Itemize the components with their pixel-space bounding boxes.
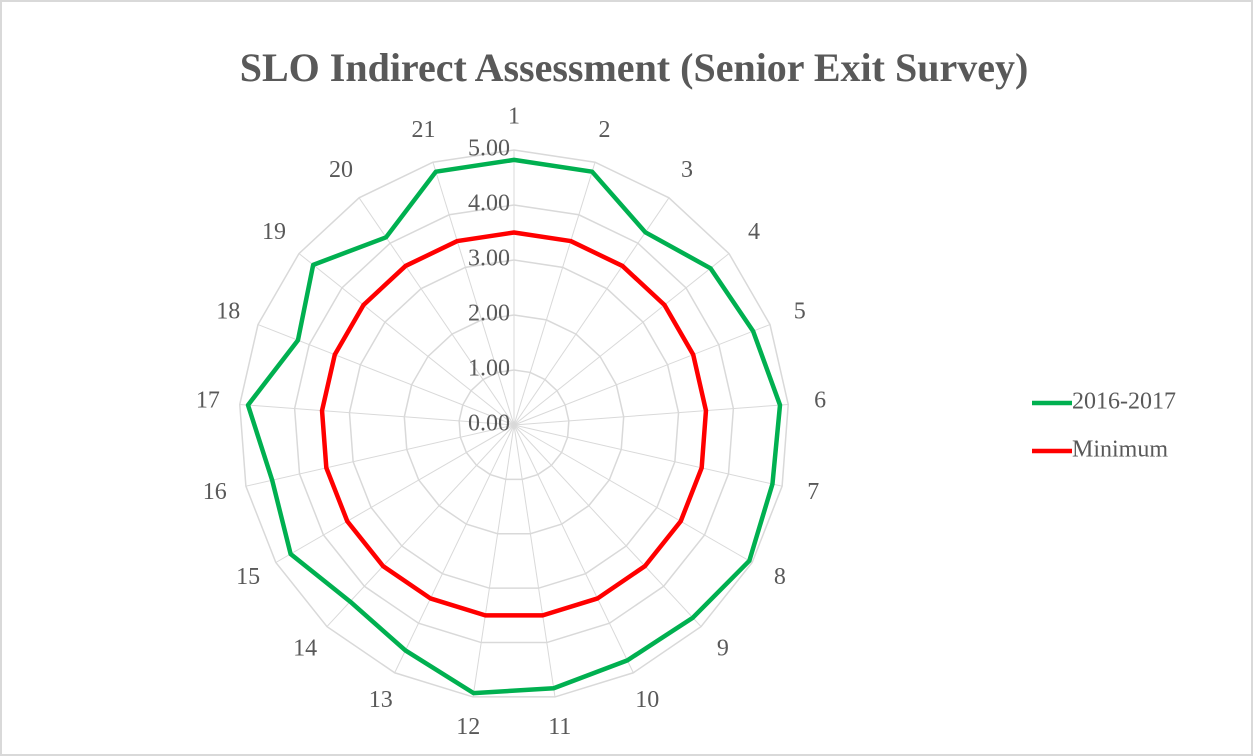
spoke (513, 197, 670, 426)
axis-label: 9 (717, 636, 729, 662)
axis-label: 2 (598, 117, 610, 143)
series-line (245, 157, 783, 696)
spoke (275, 424, 515, 563)
spoke (513, 403, 789, 426)
spoke (298, 253, 515, 426)
legend-label: Minimum (1072, 437, 1168, 463)
spoke (513, 424, 634, 673)
axis-label: 4 (748, 219, 760, 245)
legend-label: 2016-2017 (1072, 389, 1176, 415)
r-tick-label: 4.00 (468, 191, 510, 217)
spoke (513, 424, 556, 698)
spoke (513, 324, 771, 426)
grid-ring (458, 369, 570, 481)
grid-ring (293, 204, 735, 644)
axis-label: 1 (508, 104, 520, 130)
spoke (513, 162, 596, 426)
spoke (245, 424, 515, 487)
axis-label: 20 (329, 157, 353, 183)
spoke (472, 424, 515, 698)
spoke (257, 324, 515, 426)
r-tick-label: 1.00 (468, 356, 510, 382)
axis-label: 8 (774, 564, 786, 590)
grid-ring (239, 149, 789, 698)
axis-label: 10 (635, 687, 659, 713)
r-tick-label: 3.00 (468, 246, 510, 272)
axis-label: 19 (262, 219, 286, 245)
axis-label: 21 (412, 117, 436, 143)
r-tick-label: 0.00 (468, 411, 510, 437)
chart-title: SLO Indirect Assessment (Senior Exit Sur… (240, 45, 1029, 90)
spoke (432, 162, 515, 426)
axis-label: 11 (548, 714, 571, 740)
axis-label: 7 (807, 479, 819, 505)
spoke (513, 424, 753, 563)
series-line (319, 230, 709, 618)
axis-label: 6 (814, 388, 826, 414)
axis-label: 5 (794, 298, 806, 324)
axis-label: 15 (236, 564, 260, 590)
axis-label: 13 (369, 687, 393, 713)
axis-label: 12 (456, 714, 480, 740)
axis-label: 17 (196, 388, 220, 414)
spoke (394, 424, 515, 673)
grid-ring (403, 314, 625, 535)
spoke (326, 424, 515, 627)
axis-label: 18 (216, 298, 240, 324)
r-tick-label: 5.00 (468, 136, 510, 162)
spoke (513, 424, 783, 487)
axis-label: 16 (203, 479, 227, 505)
spoke (239, 403, 515, 426)
axis-label: 3 (681, 157, 693, 183)
grid-ring (348, 259, 680, 589)
spoke (513, 253, 730, 426)
spoke (513, 424, 702, 627)
r-tick-label: 2.00 (468, 301, 510, 327)
axis-label: 14 (293, 636, 317, 662)
